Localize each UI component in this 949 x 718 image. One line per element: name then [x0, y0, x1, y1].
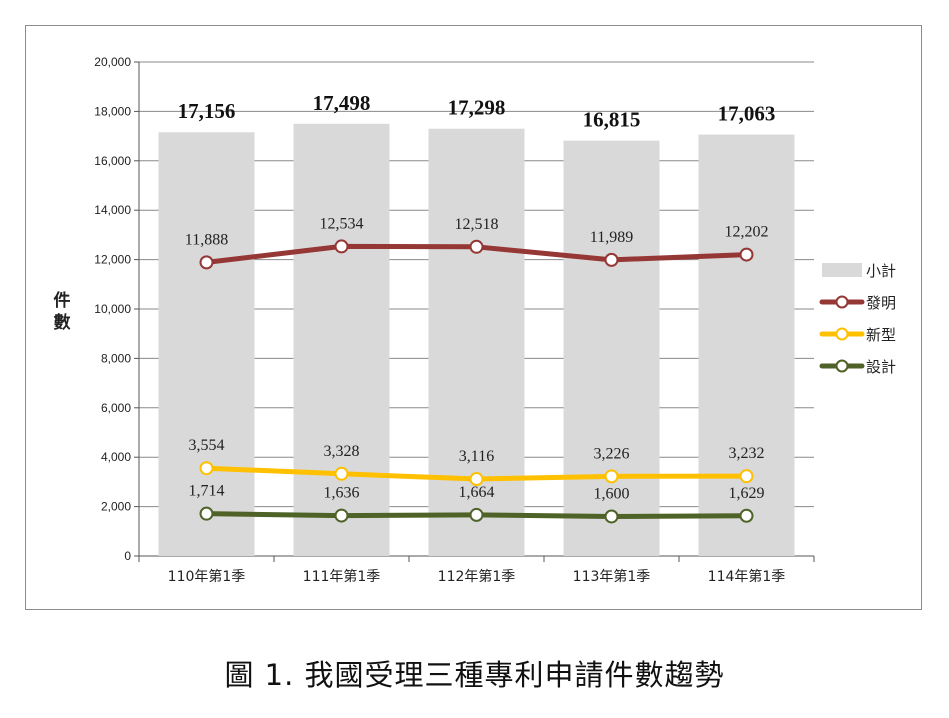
y-tick-label: 18,000: [94, 104, 131, 118]
point-invention: [739, 247, 754, 262]
bar-subtotal: [698, 134, 795, 557]
y-tick-label: 6,000: [101, 401, 131, 415]
point-label-design: 1,600: [594, 485, 630, 502]
bar-value-label: 17,298: [448, 96, 506, 120]
x-tick-label: 114年第1季: [708, 568, 786, 585]
y-axis-label: 數: [54, 312, 71, 333]
x-tick-label: 113年第1季: [573, 568, 651, 585]
x-tick-label: 110年第1季: [168, 568, 246, 585]
x-tick-label: 111年第1季: [303, 568, 381, 585]
y-axis-label: 件: [54, 290, 71, 311]
point-design: [334, 508, 349, 523]
legend-label-utility: 新型: [866, 326, 896, 344]
point-label-utility: 3,554: [189, 437, 225, 454]
point-label-invention: 12,534: [320, 215, 364, 232]
point-invention: [469, 239, 484, 254]
point-utility: [199, 461, 214, 476]
point-label-design: 1,629: [729, 485, 765, 502]
point-label-invention: 12,202: [725, 224, 769, 241]
point-invention: [199, 255, 214, 270]
point-utility: [739, 469, 754, 484]
point-label-utility: 3,232: [729, 445, 765, 462]
bar-value-label: 16,815: [583, 108, 641, 132]
bar-value-label: 17,498: [313, 91, 371, 115]
point-label-invention: 12,518: [455, 216, 499, 233]
x-tick-label: 112年第1季: [438, 568, 516, 585]
y-tick-label: 12,000: [94, 253, 131, 267]
y-tick-label: 14,000: [94, 203, 131, 217]
legend-marker-utility: [835, 327, 849, 341]
point-label-invention: 11,989: [590, 229, 633, 246]
point-label-design: 1,636: [324, 485, 360, 502]
bar-subtotal: [563, 140, 660, 556]
bar-subtotal: [158, 132, 255, 556]
point-design: [469, 507, 484, 522]
bar-subtotal: [293, 123, 390, 556]
y-tick-label: 8,000: [101, 351, 131, 365]
legend-swatch-subtotal: [822, 263, 862, 277]
y-tick-label: 10,000: [94, 302, 131, 316]
bar-value-label: 17,156: [178, 99, 236, 123]
point-design: [739, 508, 754, 523]
legend-label-invention: 發明: [866, 294, 896, 312]
point-label-design: 1,714: [189, 483, 225, 500]
legend-label-design: 設計: [866, 358, 896, 376]
point-utility: [334, 466, 349, 481]
y-tick-label: 2,000: [101, 500, 131, 514]
point-design: [604, 509, 619, 524]
y-tick-label: 16,000: [94, 154, 131, 168]
y-tick-label: 0: [124, 549, 131, 563]
point-invention: [604, 252, 619, 267]
chart-svg: 0 2,000 4,000 6,000 8,000 10,000 12,000 14,000 1…: [54, 55, 897, 585]
legend-marker-design: [835, 359, 849, 373]
y-tick-label: 4,000: [101, 450, 131, 464]
point-label-utility: 3,328: [324, 443, 360, 460]
chart-caption: 圖 1. 我國受理三種專利申請件數趨勢: [224, 658, 725, 692]
point-utility: [469, 472, 484, 487]
point-label-utility: 3,226: [594, 445, 630, 462]
point-design: [199, 506, 214, 521]
bar-value-label: 17,063: [718, 102, 776, 126]
point-label-design: 1,664: [459, 484, 495, 501]
y-tick-label: 20,000: [94, 55, 131, 69]
legend-label-subtotal: 小計: [866, 262, 896, 280]
point-label-utility: 3,116: [459, 448, 494, 465]
point-label-invention: 11,888: [185, 231, 228, 248]
point-invention: [334, 239, 349, 254]
point-utility: [604, 469, 619, 484]
legend-marker-invention: [835, 295, 849, 309]
